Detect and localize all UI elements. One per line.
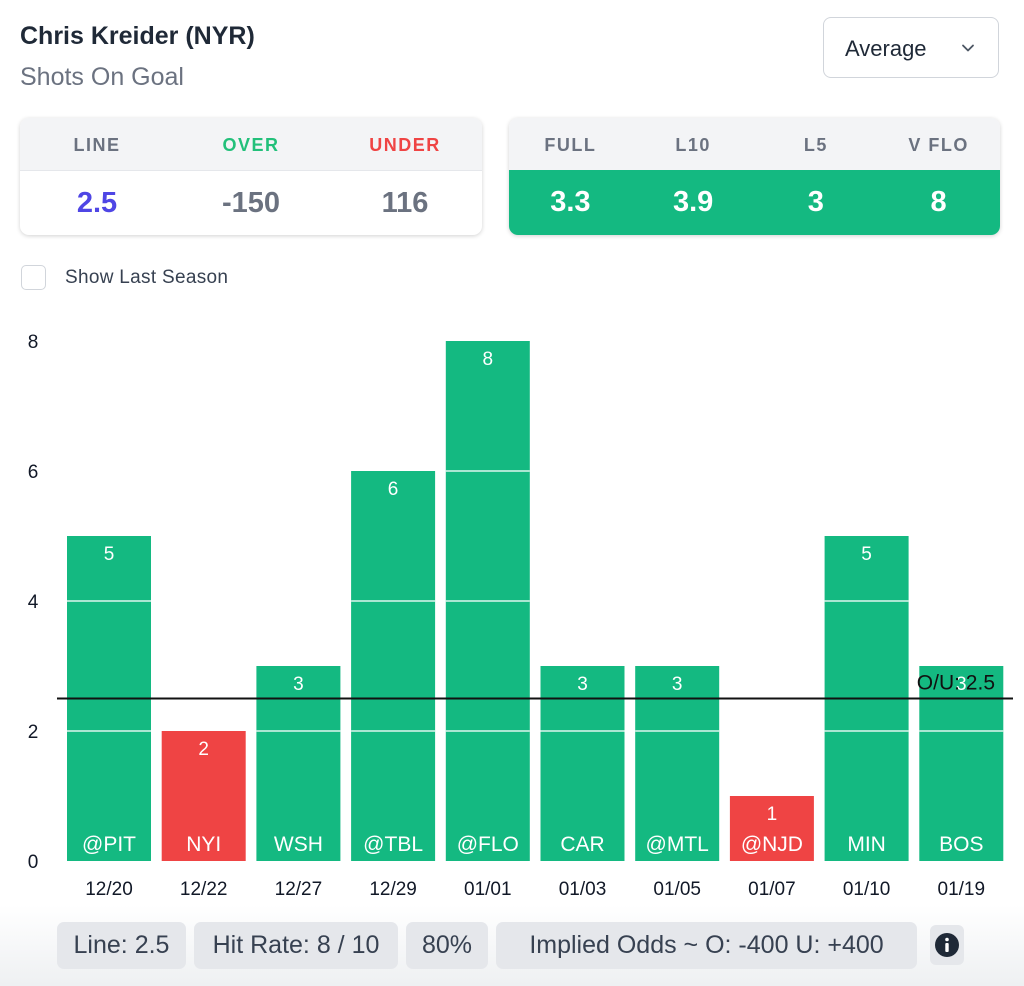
x-tick-label: 01/05 — [653, 879, 701, 900]
y-tick-label: 4 — [28, 592, 39, 613]
l10-average: 3.9 — [672, 186, 714, 218]
opponent-label: @MTL — [646, 833, 709, 856]
under-odds: 116 — [381, 186, 429, 219]
info-icon — [935, 933, 959, 957]
bar-value-label: 3 — [293, 674, 304, 695]
over-header: OVER — [222, 134, 280, 155]
opponent-label: @PIT — [82, 833, 136, 856]
bar-value-label: 2 — [198, 739, 209, 760]
opponent-label: @NJD — [741, 833, 803, 856]
l5-header: L5 — [803, 134, 828, 155]
x-tick-label: 01/01 — [464, 879, 512, 900]
opponent-label: BOS — [939, 833, 983, 856]
y-tick-label: 8 — [28, 332, 39, 353]
player-name: Chris Kreider (NYR) — [20, 22, 255, 50]
show-last-season-checkbox[interactable] — [21, 265, 46, 290]
chevron-down-icon — [962, 44, 974, 52]
line-value: 2.5 — [76, 186, 118, 219]
hit-percent-pill: 80% — [406, 922, 488, 969]
x-tick-label: 01/03 — [559, 879, 607, 900]
opponent-label: NYI — [186, 833, 221, 856]
full-average: 3.3 — [550, 186, 591, 218]
bar — [256, 666, 341, 861]
y-tick-label: 0 — [28, 852, 39, 873]
odds-card: LINE OVER UNDER 2.5 -150 116 — [20, 118, 482, 235]
bar — [919, 666, 1004, 861]
stat-name: Shots On Goal — [20, 63, 184, 91]
bar-value-label: 5 — [861, 544, 872, 565]
bar-value-label: 5 — [104, 544, 115, 565]
full-header: FULL — [544, 134, 597, 155]
line-pill: Line: 2.5 — [57, 922, 186, 969]
y-tick-label: 6 — [28, 462, 39, 483]
x-tick-label: 01/10 — [843, 879, 891, 900]
line-header: LINE — [73, 134, 121, 155]
vs-flo-average: 8 — [930, 186, 947, 218]
bar — [161, 731, 246, 861]
over-odds: -150 — [221, 186, 281, 219]
bar-value-label: 1 — [767, 804, 778, 825]
show-last-season-label: Show Last Season — [65, 267, 229, 288]
opponent-label: WSH — [274, 833, 323, 856]
l5-average: 3 — [807, 186, 824, 218]
opponent-label: @TBL — [363, 833, 423, 856]
bar — [729, 796, 814, 861]
bar — [540, 666, 625, 861]
shots-bar-chart: 0 2 4 6 8 5 @PIT 12/20 2 NYI 12/22 3 WSH 12/27 6 @TBL 12… — [28, 332, 1013, 900]
y-tick-label: 2 — [28, 722, 39, 743]
bar — [351, 471, 436, 861]
opponent-label: @FLO — [457, 833, 519, 856]
averages-card: FULL L10 L5 V FLO 3.3 3.9 3 8 — [509, 118, 1000, 235]
bar-value-label: 8 — [483, 349, 494, 370]
x-tick-label: 01/07 — [748, 879, 796, 900]
x-tick-label: 01/19 — [938, 879, 986, 900]
under-header: UNDER — [369, 134, 441, 155]
opponent-label: CAR — [560, 833, 604, 856]
bar — [635, 666, 720, 861]
hit-rate-pill: Hit Rate: 8 / 10 — [194, 922, 398, 969]
bar-value-label: 3 — [956, 674, 967, 695]
x-tick-label: 12/22 — [180, 879, 228, 900]
average-dropdown[interactable]: Average — [823, 17, 999, 78]
x-tick-label: 12/29 — [369, 879, 417, 900]
bar-value-label: 3 — [672, 674, 683, 695]
bar-value-label: 3 — [577, 674, 588, 695]
opponent-label: MIN — [847, 833, 886, 856]
x-tick-label: 12/20 — [85, 879, 133, 900]
bar-value-label: 6 — [388, 479, 399, 500]
x-tick-label: 12/27 — [275, 879, 323, 900]
ou-line-label: O/U: 2.5 — [917, 672, 995, 695]
implied-odds-pill: Implied Odds ~ O: -400 U: +400 — [496, 922, 917, 969]
dropdown-label: Average — [845, 36, 927, 61]
vs-flo-header: V FLO — [908, 134, 969, 155]
info-button[interactable] — [930, 925, 964, 965]
l10-header: L10 — [675, 134, 711, 155]
